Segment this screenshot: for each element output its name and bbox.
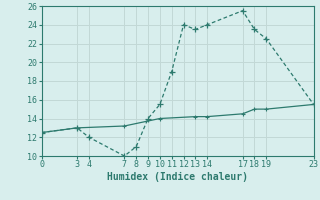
X-axis label: Humidex (Indice chaleur): Humidex (Indice chaleur) — [107, 172, 248, 182]
